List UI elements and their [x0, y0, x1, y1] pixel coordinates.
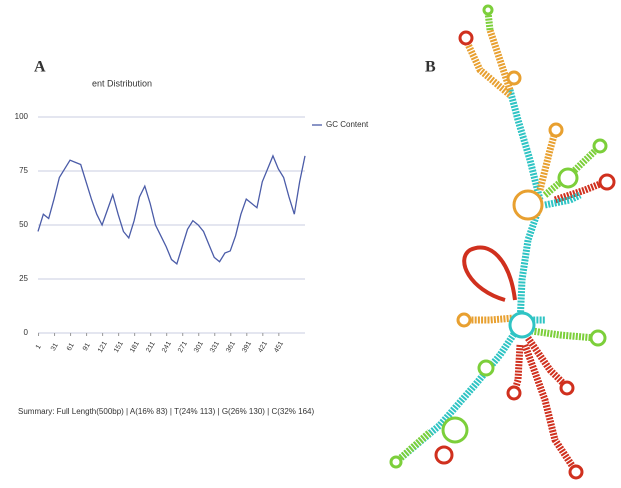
y-tick-label: 0 [24, 328, 29, 337]
loop [508, 387, 520, 399]
loop [561, 382, 573, 394]
x-tick-label: 451 [273, 340, 285, 354]
y-tick-label: 25 [19, 274, 28, 283]
x-tick-label: 61 [66, 342, 76, 352]
rna-structure [391, 6, 614, 478]
x-tick-label: 391 [241, 340, 253, 354]
x-tick-label: 241 [161, 340, 173, 354]
loop [594, 140, 606, 152]
loop [510, 313, 534, 337]
stem [396, 432, 430, 462]
stem [466, 318, 515, 320]
loop [484, 6, 492, 14]
loop [458, 314, 470, 326]
y-tick-label: 50 [19, 220, 28, 229]
stem [525, 345, 575, 470]
x-tick-label: 181 [129, 340, 141, 354]
stem [520, 205, 540, 325]
stem [540, 132, 555, 190]
loop [436, 447, 452, 463]
loop [460, 32, 472, 44]
x-tick-label: 121 [97, 340, 109, 354]
loop [391, 457, 401, 467]
loop [514, 191, 542, 219]
x-tick-label: 271 [177, 340, 189, 354]
x-tick-label: 331 [209, 340, 221, 354]
loop [464, 247, 515, 300]
stem [510, 90, 540, 200]
x-tick-label: 421 [257, 340, 269, 354]
panel-label: B [425, 59, 436, 76]
legend-label: GC Content [326, 120, 369, 129]
figure: A ent Distribution Summary: Full Length(… [0, 0, 621, 483]
loop [508, 72, 520, 84]
x-tick-label: 31 [50, 342, 60, 352]
y-tick-label: 75 [19, 166, 28, 175]
panel-label: A [34, 59, 46, 76]
x-tick-label: 91 [82, 342, 92, 352]
stem [525, 330, 595, 338]
stem [515, 345, 520, 390]
y-tick-label: 100 [15, 112, 29, 121]
loop [479, 361, 493, 375]
x-tick-label: 1 [35, 344, 43, 351]
loop [559, 169, 577, 187]
summary: Summary: Full Length(500bp) | A(16% 83) … [18, 407, 314, 416]
line [38, 156, 305, 264]
stem [490, 30, 510, 90]
loop [600, 175, 614, 189]
chart-title: ent Distribution [92, 78, 152, 88]
loop [570, 466, 582, 478]
x-tick-label: 211 [145, 341, 157, 354]
loop [550, 124, 562, 136]
loop [443, 418, 467, 442]
x-tick-label: 361 [225, 340, 237, 354]
x-tick-label: 151 [113, 340, 125, 354]
x-tick-label: 301 [193, 340, 205, 354]
loop [591, 331, 605, 345]
